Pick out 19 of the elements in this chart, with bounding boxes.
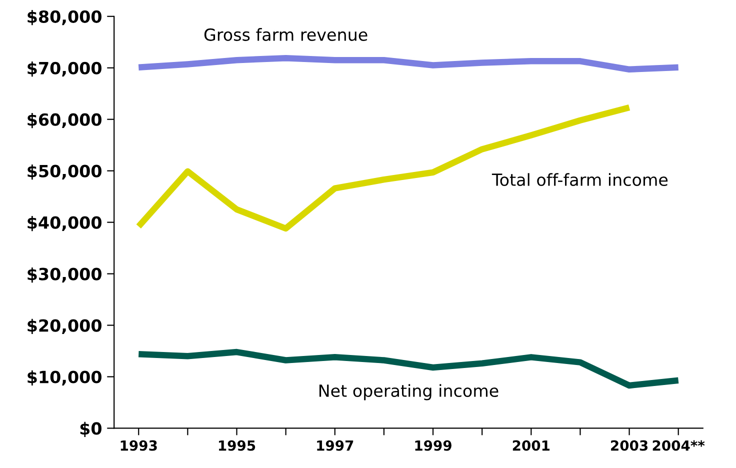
x-tick-label: 1995 xyxy=(218,440,256,451)
y-tick-label: $10,000 xyxy=(28,370,102,386)
y-tick-label: $70,000 xyxy=(28,62,102,77)
x-tick-label: 2001 xyxy=(512,440,550,451)
x-tick-label: 1993 xyxy=(120,440,157,451)
series-label: Gross farm revenue xyxy=(204,28,368,41)
y-tick-label: $0 xyxy=(80,422,102,438)
y-tick-label: $50,000 xyxy=(28,164,102,180)
x-tick-label: 2004** xyxy=(652,440,705,451)
x-tick-label: 1997 xyxy=(317,440,354,451)
y-tick-label: $20,000 xyxy=(28,318,102,334)
y-tick-label: $30,000 xyxy=(28,267,102,283)
x-tick-label: 1999 xyxy=(415,440,452,451)
y-tick-label: $60,000 xyxy=(28,113,102,128)
series-label: Net operating income xyxy=(319,384,498,400)
series-label: Total off-farm income xyxy=(492,173,668,186)
y-tick-label: $80,000 xyxy=(28,10,102,26)
y-tick-label: $40,000 xyxy=(28,216,102,232)
x-tick-label: 2003 xyxy=(611,440,648,451)
